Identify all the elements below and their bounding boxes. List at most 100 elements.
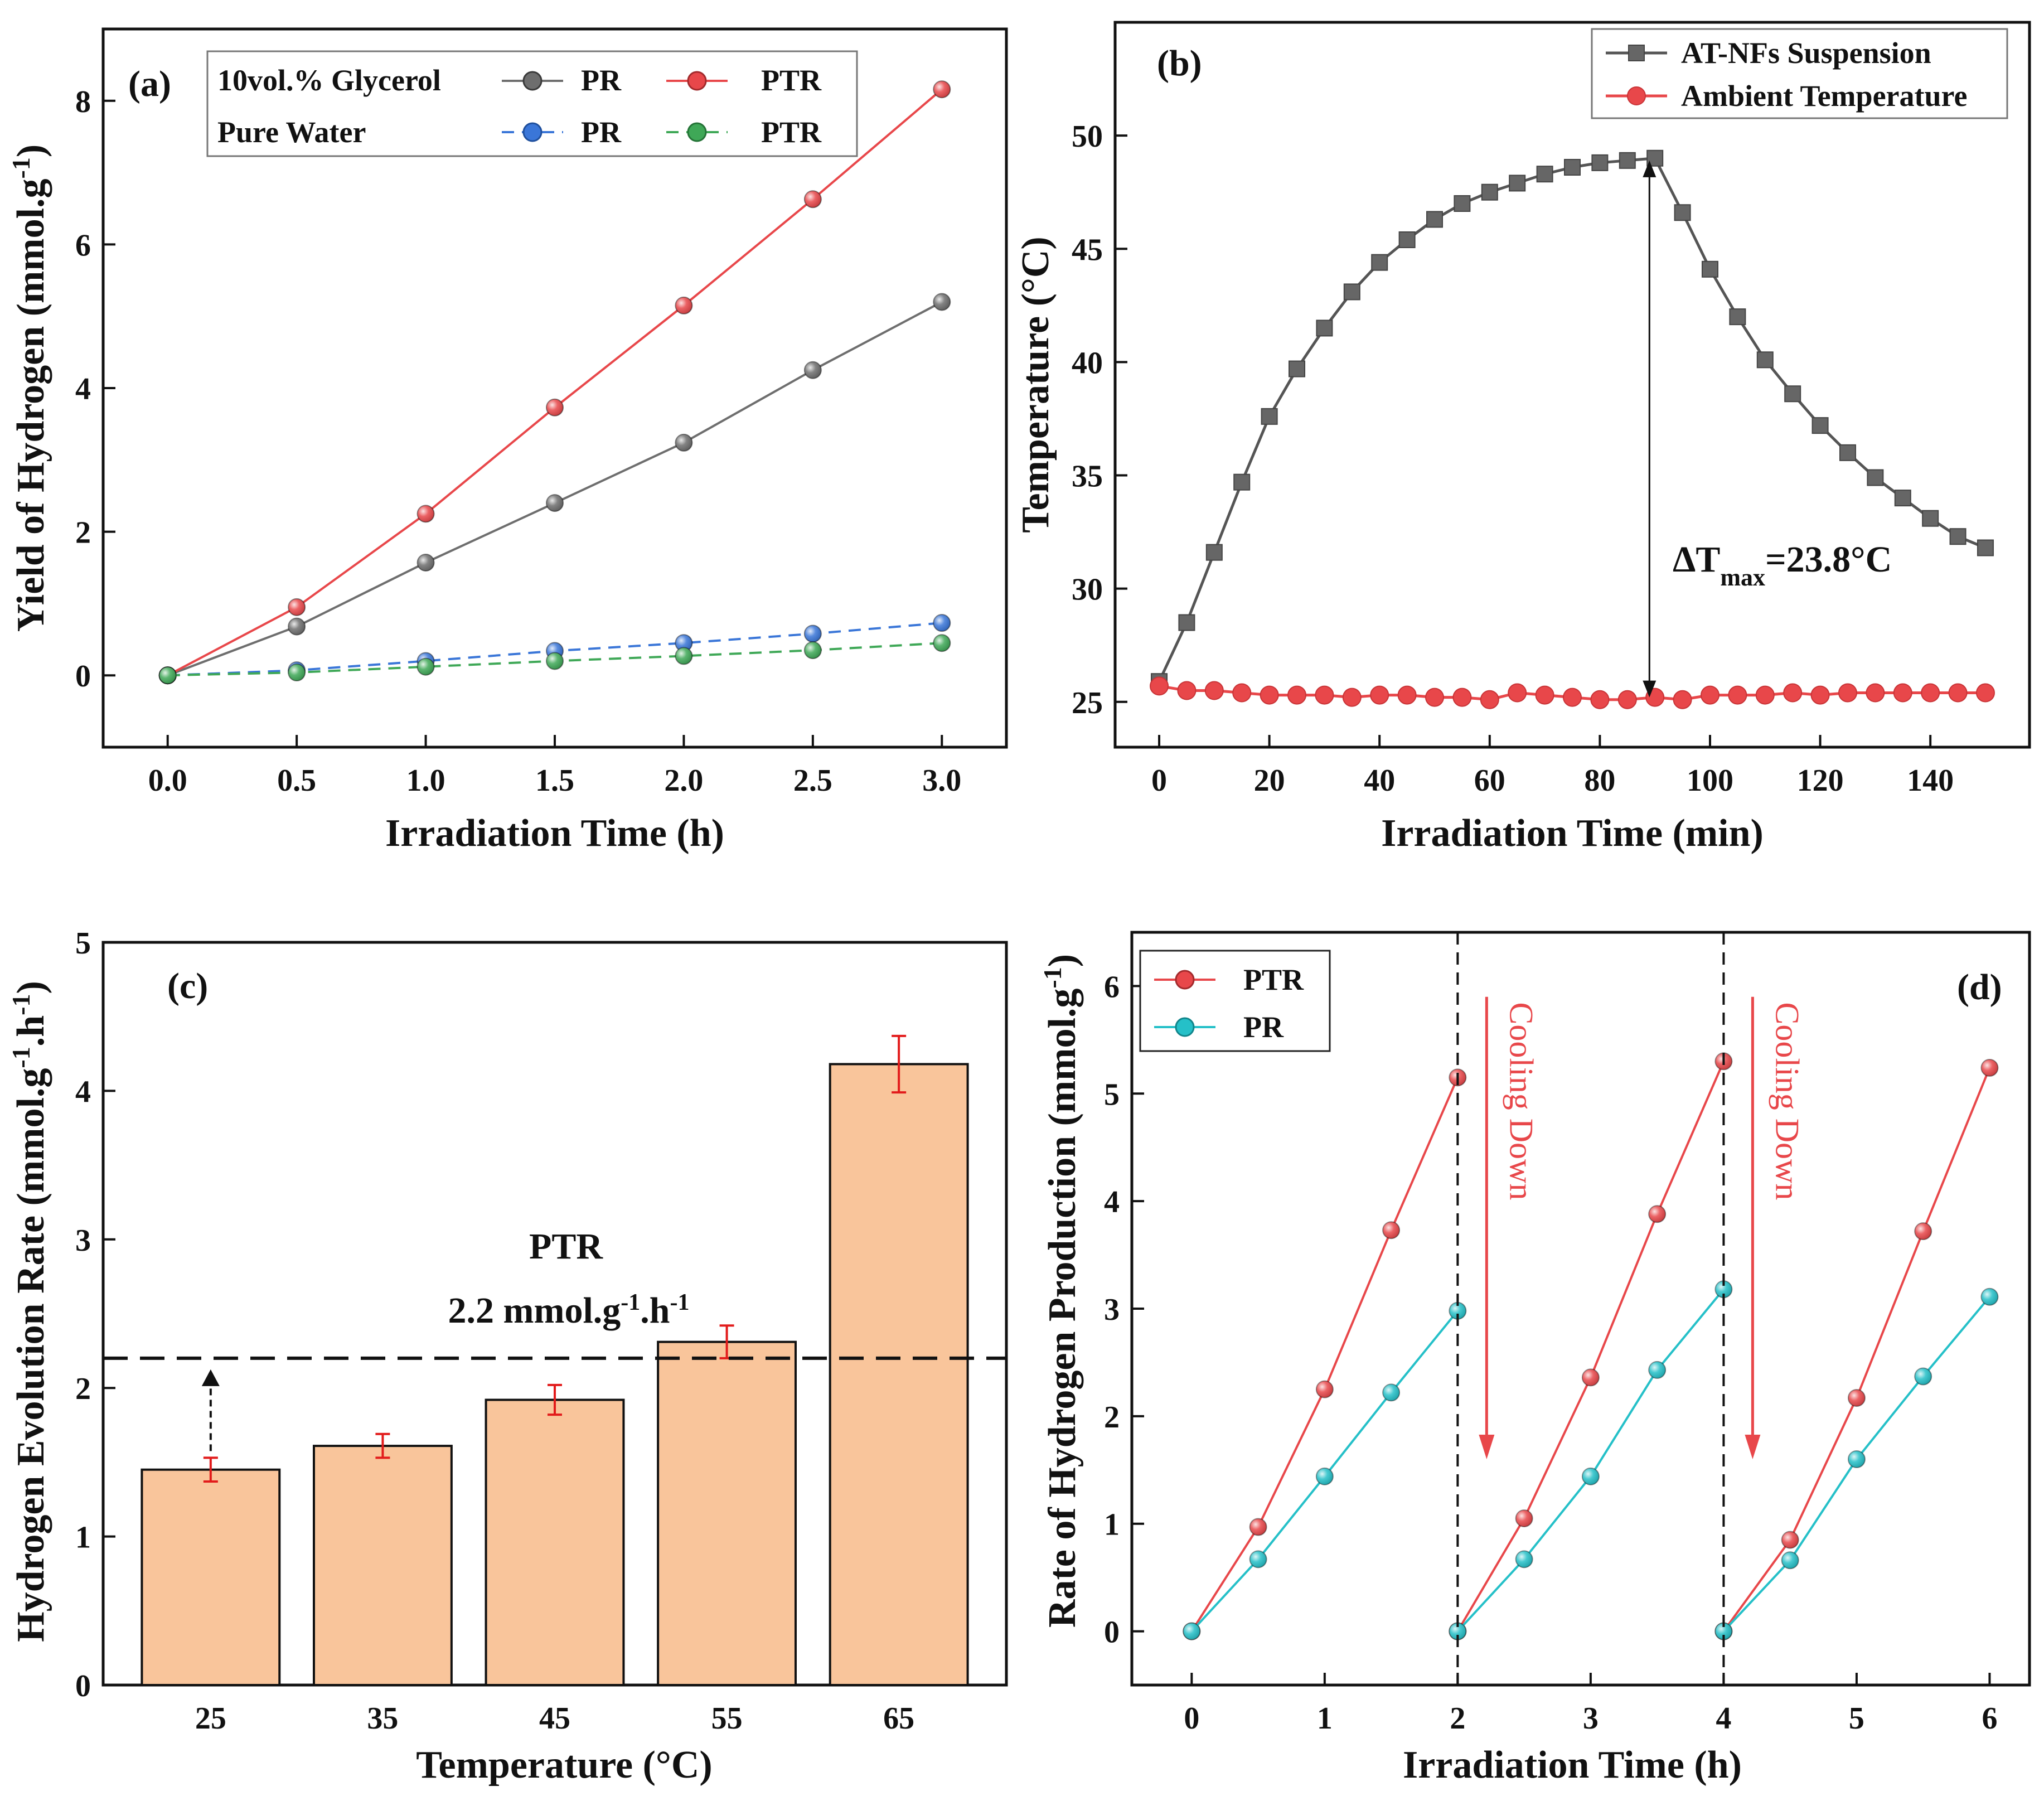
data-point — [1508, 683, 1527, 703]
data-point — [1922, 510, 1939, 527]
panel-a-xlabel: Irradiation Time (h) — [385, 812, 724, 855]
x-tick-label: 1 — [1317, 1701, 1333, 1736]
series-line — [1456, 1289, 1725, 1632]
y-tick-label: 40 — [1072, 346, 1103, 380]
panel-b-xlabel: Irradiation Time (min) — [1381, 812, 1764, 855]
x-tick-label: 5 — [1849, 1701, 1864, 1736]
data-point — [1343, 283, 1360, 301]
y-tick-label: 30 — [1072, 573, 1103, 607]
x-tick-label: 1.5 — [535, 763, 574, 798]
bar — [141, 1468, 281, 1686]
data-point — [1509, 175, 1526, 192]
y-tick-label: 45 — [1072, 233, 1103, 267]
delta-t-arrow-head-top — [1643, 160, 1656, 177]
x-tick-label: 80 — [1584, 763, 1615, 798]
data-point — [1673, 690, 1692, 709]
data-point — [1866, 683, 1885, 703]
data-point-shine — [1715, 1281, 1732, 1298]
data-point — [1977, 539, 1994, 556]
x-tick-label: 120 — [1797, 763, 1844, 798]
data-point-shine — [675, 297, 692, 314]
data-point — [1949, 528, 1966, 545]
y-tick-label: 4 — [75, 372, 91, 406]
data-point-shine — [1582, 1369, 1599, 1386]
data-point — [1755, 685, 1775, 705]
data-point-shine — [288, 598, 306, 616]
panel-d-legend: PTR PR — [1139, 950, 1331, 1052]
y-tick-label: 6 — [75, 228, 91, 263]
y-tick-label: 4 — [1104, 1185, 1120, 1219]
panel-a-ylabel: Yield of Hydrogen (mmol.g-1) — [7, 144, 53, 632]
panel-a-legend: 10vol.% Glycerol Pure Water PR PTR PR PT… — [206, 50, 858, 157]
panel-d-label: (d) — [1957, 967, 2002, 1008]
data-point-shine — [546, 652, 563, 670]
legend-d-ptr-label: PTR — [1243, 963, 1304, 996]
y-tick-label: 4 — [75, 1074, 91, 1109]
legend-a-water-pr-label: PR — [581, 115, 622, 149]
legend-b-ambient-label: Ambient Temperature — [1681, 79, 1967, 113]
legend-a-row2-title: Pure Water — [217, 115, 366, 149]
data-point — [1674, 204, 1691, 221]
increase-arrow-head — [201, 1369, 220, 1386]
bar — [829, 1063, 969, 1686]
panel-c-ylabel: Hydrogen Evolution Rate (mmol.g-1.h-1) — [7, 981, 53, 1642]
data-point-shine — [933, 635, 951, 652]
panel-c-reference-title: PTR — [529, 1226, 603, 1267]
panel-d-legend-box — [1139, 950, 1331, 1052]
data-point-shine — [804, 642, 821, 659]
panel-a-label: (a) — [128, 64, 171, 104]
data-point-shine — [1183, 1623, 1200, 1640]
legend-b-suspension-label: AT-NFs Suspension — [1681, 36, 1931, 70]
series-line — [1456, 1061, 1725, 1632]
panel-b: 0 20 40 60 80 100 120 140 25 30 35 40 45 50 ΔTmax=23.… — [1014, 21, 2031, 855]
x-tick-label: 65 — [883, 1701, 914, 1736]
data-point — [1178, 614, 1195, 631]
legend-a-glycerol-ptr-label: PTR — [761, 64, 822, 97]
data-point-shine — [417, 658, 434, 675]
data-point — [1756, 351, 1774, 369]
data-point — [1619, 152, 1636, 169]
data-point-shine — [288, 618, 306, 635]
data-point — [1535, 685, 1554, 705]
data-point-shine — [1449, 1623, 1466, 1640]
y-tick-label: 3 — [1104, 1292, 1120, 1327]
data-point-shine — [1515, 1551, 1533, 1568]
data-point-shine — [1249, 1518, 1267, 1536]
data-point — [1452, 688, 1472, 707]
data-point — [1893, 683, 1912, 703]
data-point — [1810, 685, 1830, 705]
data-point-shine — [1249, 1551, 1267, 1568]
cooling-down-label: Cooling Down — [1769, 1002, 1805, 1200]
data-point — [1728, 685, 1747, 705]
x-tick-label: 0.0 — [148, 763, 187, 798]
panel-b-label: (b) — [1157, 43, 1202, 84]
x-tick-label: 0.5 — [277, 763, 316, 798]
legend-a-water-pr-marker — [522, 122, 543, 142]
data-point — [1233, 473, 1251, 491]
data-point-shine — [675, 635, 692, 652]
panel-b-ylabel: Temperature (°C) — [1014, 236, 1057, 533]
delta-t-arrow-head-bottom — [1643, 680, 1656, 698]
data-point — [1370, 685, 1389, 705]
data-point — [1287, 685, 1307, 705]
data-point — [1563, 688, 1582, 707]
panel-b-frame — [1113, 21, 2031, 749]
data-point-shine — [288, 664, 306, 681]
legend-d-pr-marker — [1175, 1017, 1195, 1037]
legend-d-ptr-marker — [1175, 970, 1195, 990]
data-point-shine — [1449, 1302, 1466, 1319]
legend-a-glycerol-pr-label: PR — [581, 64, 622, 97]
panel-c-label: (c) — [167, 966, 208, 1006]
panel-c-xlabel: Temperature (°C) — [416, 1744, 713, 1787]
y-tick-label: 6 — [1104, 970, 1120, 1004]
data-point-shine — [1383, 1222, 1400, 1239]
y-tick-label: 8 — [75, 85, 91, 119]
data-point — [1564, 159, 1581, 176]
data-point — [1591, 154, 1609, 171]
bar — [485, 1398, 625, 1686]
x-tick-label: 100 — [1687, 763, 1733, 798]
legend-a-water-ptr-label: PTR — [761, 115, 822, 149]
x-tick-label: 4 — [1716, 1701, 1731, 1736]
y-tick-label: 2 — [75, 1372, 91, 1406]
